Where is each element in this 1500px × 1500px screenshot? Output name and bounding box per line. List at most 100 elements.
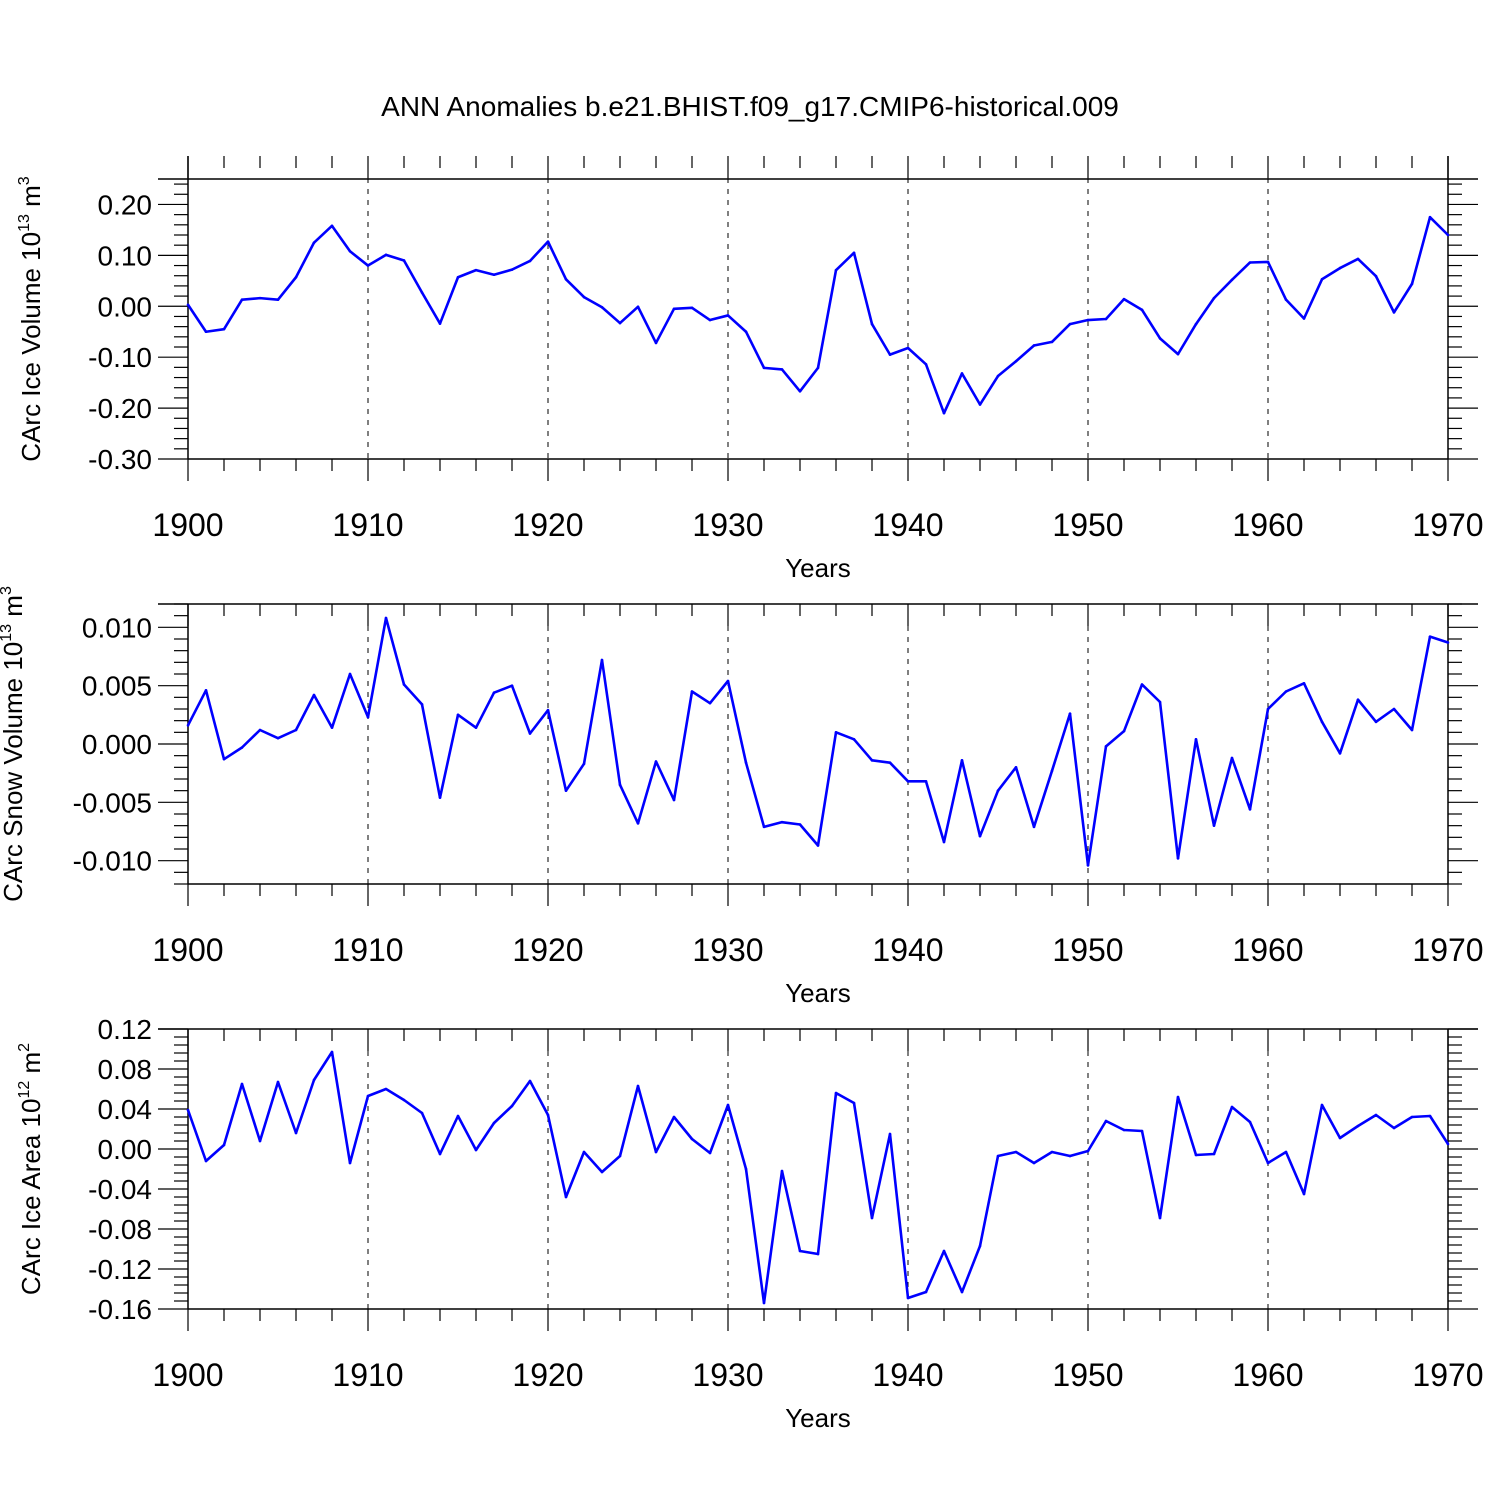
data-point	[1266, 707, 1270, 711]
y-tick-label: -0.30	[88, 444, 152, 475]
data-point	[708, 701, 712, 705]
data-point	[330, 1050, 334, 1054]
data-point	[960, 372, 964, 375]
data-point	[1428, 215, 1432, 219]
data-point	[1212, 824, 1216, 827]
data-point	[600, 658, 604, 662]
data-point	[960, 1290, 964, 1294]
data-point	[1248, 1120, 1252, 1124]
data-point	[528, 1079, 532, 1083]
data-point	[888, 1132, 892, 1136]
y-axis-label: CArc Ice Area 1012 m2	[16, 1043, 46, 1295]
data-point	[906, 346, 910, 350]
data-point	[348, 672, 352, 676]
data-point	[690, 306, 694, 310]
y-tick-label: 0.08	[98, 1054, 153, 1085]
data-point	[510, 1104, 514, 1108]
data-point	[348, 1161, 352, 1165]
x-tick-label: 1960	[1232, 1357, 1303, 1393]
data-point	[690, 1137, 694, 1141]
data-point	[672, 307, 676, 311]
y-axis-label-unit: m	[16, 185, 46, 214]
x-tick-label: 1960	[1232, 932, 1303, 968]
data-point	[1104, 745, 1108, 748]
data-point	[906, 1296, 910, 1300]
data-point	[726, 679, 730, 683]
data-point	[1212, 1152, 1216, 1156]
data-point	[1410, 282, 1414, 286]
data-point	[510, 268, 514, 271]
data-point	[1014, 359, 1018, 363]
data-point	[258, 296, 262, 300]
data-point	[1392, 1126, 1396, 1130]
data-point	[1320, 277, 1324, 281]
data-point	[996, 1154, 1000, 1158]
data-point	[1014, 766, 1018, 769]
data-point	[258, 728, 262, 732]
y-axis-label-exponent: 12	[16, 1081, 33, 1099]
x-tick-label: 1900	[152, 932, 223, 968]
x-tick-label: 1930	[692, 507, 763, 543]
data-point	[348, 249, 352, 253]
data-point	[1374, 1113, 1378, 1117]
data-point	[1158, 337, 1162, 340]
data-point	[726, 1103, 730, 1107]
data-point	[924, 780, 928, 783]
data-point	[1284, 1150, 1288, 1154]
y-tick-label: 0.12	[98, 1014, 153, 1045]
data-point	[1248, 261, 1252, 264]
y-axis-label: CArc Ice Volume 1013 m3	[16, 176, 46, 461]
x-tick-label: 1900	[152, 507, 223, 543]
data-point	[186, 724, 190, 727]
x-tick-label: 1970	[1412, 507, 1483, 543]
data-point	[1374, 274, 1378, 278]
data-point	[492, 273, 496, 277]
panel-1: 1900 1910 1920 1930 1940 1950 1960 1970 0.20 0.10…	[16, 156, 1484, 583]
data-point	[330, 224, 334, 228]
data-point	[1176, 352, 1180, 356]
data-point	[204, 1159, 208, 1163]
x-tick-label: 1970	[1412, 932, 1483, 968]
data-point	[1032, 1161, 1036, 1165]
data-point	[1284, 690, 1288, 693]
y-tick-label: -0.08	[88, 1214, 152, 1245]
data-point	[1122, 297, 1126, 301]
y-axis-label-unit-exponent: 3	[0, 586, 15, 595]
data-point	[636, 305, 640, 309]
y-axis-label-unit-exponent: 2	[16, 1043, 33, 1052]
data-point	[1086, 864, 1090, 867]
data-point	[1194, 322, 1198, 326]
data-point	[1122, 729, 1126, 733]
data-point	[834, 731, 838, 734]
y-tick-label: 0.20	[98, 189, 153, 220]
data-point	[402, 683, 406, 686]
y-tick-label: 0.10	[98, 240, 153, 271]
x-tick-label: 1940	[872, 1357, 943, 1393]
data-point	[600, 1170, 604, 1174]
data-point	[978, 403, 982, 406]
data-point	[708, 318, 712, 322]
data-point	[294, 1131, 298, 1135]
y-tick-label: 0.00	[98, 1134, 153, 1165]
y-axis-label-unit: m	[16, 1052, 46, 1081]
data-point	[510, 684, 514, 687]
data-point	[870, 1216, 874, 1220]
data-point	[744, 330, 748, 334]
data-point	[1230, 1105, 1234, 1109]
data-point	[798, 389, 802, 393]
data-point	[924, 1290, 928, 1294]
data-point	[1068, 712, 1072, 715]
data-point	[1392, 311, 1396, 314]
x-tick-label: 1950	[1052, 932, 1123, 968]
data-point	[1266, 260, 1270, 264]
x-tick-label: 1900	[152, 1357, 223, 1393]
data-point	[564, 1195, 568, 1199]
y-tick-label: -0.005	[73, 787, 152, 818]
data-point	[654, 341, 658, 345]
data-point	[888, 353, 892, 356]
data-point	[1230, 278, 1234, 282]
x-tick-label: 1930	[692, 1357, 763, 1393]
data-point	[1212, 296, 1216, 300]
x-tick-label: 1950	[1052, 507, 1123, 543]
data-point	[1230, 756, 1234, 760]
